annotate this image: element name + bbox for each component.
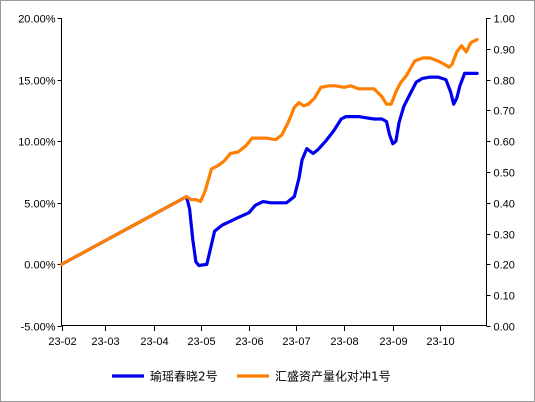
y-right-tick-label: 0.00 <box>494 322 515 334</box>
x-tick-label: 23-07 <box>282 336 310 348</box>
x-tick-label: 23-02 <box>48 336 76 348</box>
x-axis: 23-02 23-03 23-04 23-05 23-06 23-07 23-08 23-09… <box>48 326 455 348</box>
legend-label-1: 瑜瑶春晓2号 <box>150 369 218 384</box>
x-tick-label: 23-06 <box>235 336 263 348</box>
legend: 瑜瑶春晓2号 汇盛资产量化对冲1号 <box>112 369 391 384</box>
y-right-tick-label: 0.50 <box>494 168 515 180</box>
y-right-tick-label: 0.30 <box>494 230 515 242</box>
y-axis-right: 0.00 0.10 0.20 0.30 0.40 0.50 0.60 0.70 0.80 0.90… <box>486 14 515 334</box>
y-right-tick-label: 0.80 <box>494 76 515 88</box>
y-left-tick-label: 20.00% <box>18 14 56 26</box>
y-right-tick-label: 0.90 <box>494 45 515 57</box>
x-tick-label: 23-03 <box>91 336 119 348</box>
series-lines <box>59 38 479 268</box>
y-axis-left: -5.00% 0.00% 5.00% 10.00% 15.00% 20.00% <box>18 14 62 334</box>
y-right-tick-label: 0.70 <box>494 106 515 118</box>
y-right-tick-label: 0.20 <box>494 260 515 272</box>
y-left-tick-label: 5.00% <box>24 199 55 211</box>
series-line-1 <box>59 71 479 268</box>
y-right-tick-label: 0.40 <box>494 199 515 211</box>
x-tick-label: 23-04 <box>140 336 168 348</box>
y-right-tick-label: 0.10 <box>494 291 515 303</box>
y-left-tick-label: 0.00% <box>24 260 55 272</box>
x-tick-label: 23-05 <box>187 336 215 348</box>
y-right-tick-label: 1.00 <box>494 14 515 26</box>
y-right-tick-label: 0.60 <box>494 137 515 149</box>
y-left-tick-label: -5.00% <box>21 322 56 334</box>
x-tick-label: 23-10 <box>426 336 454 348</box>
y-left-tick-label: 10.00% <box>18 137 56 149</box>
series-line-2 <box>59 38 479 266</box>
x-tick-label: 23-08 <box>330 336 358 348</box>
legend-label-2: 汇盛资产量化对冲1号 <box>275 369 391 384</box>
y-left-tick-label: 15.00% <box>18 76 56 88</box>
x-tick-label: 23-09 <box>379 336 407 348</box>
plot-area <box>61 18 487 326</box>
